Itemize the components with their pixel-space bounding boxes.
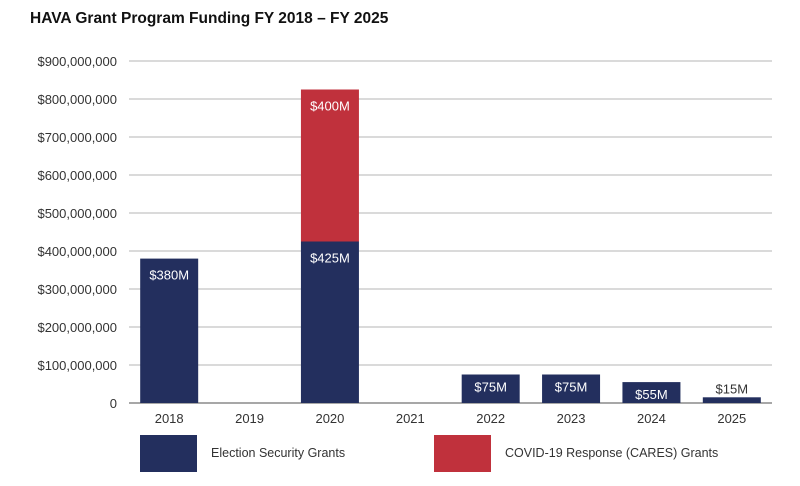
y-tick-label: $900,000,000 <box>37 54 117 69</box>
bar-value-label: $400M <box>310 99 350 114</box>
x-tick-label: 2020 <box>315 411 344 426</box>
y-tick-label: $400,000,000 <box>37 244 117 259</box>
bar <box>702 397 761 403</box>
y-tick-label: $600,000,000 <box>37 168 117 183</box>
bar-value-label: $55M <box>635 387 668 402</box>
x-axis-ticks: 2018 2019 2020 2021 2022 2023 2024 2025 <box>155 411 747 426</box>
y-tick-label: $800,000,000 <box>37 92 117 107</box>
bar-value-label: $15M <box>716 381 749 396</box>
legend-item-election-security: Election Security Grants <box>140 434 345 472</box>
y-tick-label: $100,000,000 <box>37 358 117 373</box>
legend-label: COVID-19 Response (CARES) Grants <box>505 446 719 460</box>
y-tick-label: 0 <box>110 396 117 411</box>
x-tick-label: 2022 <box>476 411 505 426</box>
legend-item-covid-cares: COVID-19 Response (CARES) Grants <box>434 434 718 472</box>
chart-title: HAVA Grant Program Funding FY 2018 – FY … <box>30 10 389 27</box>
bar-value-label: $425M <box>310 251 350 266</box>
legend-swatch <box>434 434 491 472</box>
x-tick-label: 2018 <box>155 411 184 426</box>
bar-value-label: $75M <box>474 380 507 395</box>
legend-swatch <box>140 434 197 472</box>
bar-labels: $380M $425M $75M $75M $55M $15M $400M <box>149 99 748 403</box>
x-tick-label: 2025 <box>717 411 746 426</box>
bar <box>461 374 520 403</box>
x-tick-label: 2019 <box>235 411 264 426</box>
x-tick-label: 2021 <box>396 411 425 426</box>
bar <box>300 241 359 403</box>
x-tick-label: 2023 <box>557 411 586 426</box>
bar <box>300 89 359 242</box>
y-tick-label: $300,000,000 <box>37 282 117 297</box>
bar <box>140 258 199 403</box>
y-tick-label: $500,000,000 <box>37 206 117 221</box>
bar-value-label: $380M <box>149 268 189 283</box>
bar-value-label: $75M <box>555 380 588 395</box>
y-tick-label: $700,000,000 <box>37 130 117 145</box>
x-tick-label: 2024 <box>637 411 666 426</box>
bar <box>542 374 601 403</box>
bar <box>622 382 681 403</box>
grid-lines <box>129 60 772 404</box>
bars <box>140 89 761 403</box>
y-tick-label: $200,000,000 <box>37 320 117 335</box>
y-axis-ticks: 0 $100,000,000 $200,000,000 $300,000,000 $40… <box>37 54 117 411</box>
legend-label: Election Security Grants <box>211 446 346 460</box>
